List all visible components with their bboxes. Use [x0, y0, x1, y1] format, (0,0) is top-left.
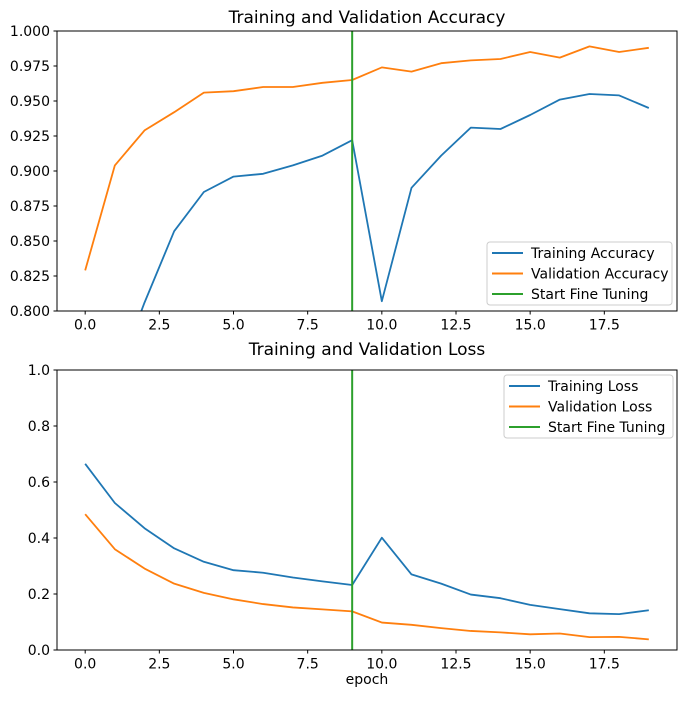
x-axis-label: epoch: [346, 672, 389, 688]
x-tick-label: 15.0: [515, 318, 546, 334]
plot-area: [84, 463, 649, 641]
loss-chart: 0.0 2.5 5.0 7.5 10.0 12.5 15.0 17.5 0.0 0.2 0.4 0.6…: [28, 340, 678, 688]
legend-label-start-fine-tuning: Start Fine Tuning: [531, 287, 648, 303]
y-tick-label: 0.4: [28, 531, 50, 547]
x-tick-label: 7.5: [297, 657, 319, 673]
x-tick-label: 10.0: [366, 657, 397, 673]
x-tick-label: 2.5: [148, 657, 170, 673]
chart-title: Training and Validation Accuracy: [228, 8, 506, 28]
legend-label-training-accuracy: Training Accuracy: [530, 246, 655, 262]
plot-area: [84, 45, 650, 311]
legend-label-start-fine-tuning: Start Fine Tuning: [548, 420, 665, 436]
accuracy-chart: 0.0 2.5 5.0 7.5 10.0 12.5 15.0 17.5 0.800 0.825 0.…: [10, 8, 678, 334]
y-tick-label: 0.6: [28, 475, 50, 491]
legend: Training Accuracy Validation Accuracy Star…: [486, 241, 673, 306]
y-tick-label: 0.900: [10, 164, 50, 180]
x-tick-label: 15.0: [515, 657, 546, 673]
x-tick-label: 5.0: [222, 657, 244, 673]
y-tick-label: 0.8: [28, 419, 50, 435]
y-tick-label: 1.000: [10, 24, 50, 40]
y-tick-label: 0.2: [28, 587, 50, 603]
legend-box: [503, 374, 674, 439]
validation-loss-line: [84, 513, 649, 641]
x-tick-label: 2.5: [148, 318, 170, 334]
y-tick-label: 0.950: [10, 94, 50, 110]
axes-spines: [56, 30, 678, 312]
x-tick-label: 0.0: [74, 318, 96, 334]
y-tick-label: 0.825: [10, 269, 50, 285]
x-tick-label: 12.5: [440, 657, 471, 673]
x-tick-label: 10.0: [366, 318, 397, 334]
x-tick-label: 7.5: [297, 318, 319, 334]
y-tick-label: 0.975: [10, 59, 50, 75]
validation-accuracy-line: [84, 45, 649, 271]
axes-spines: [56, 369, 678, 651]
training-loss-line: [84, 463, 649, 616]
legend-label-training-loss: Training Loss: [547, 379, 638, 395]
legend-label-validation-loss: Validation Loss: [548, 400, 652, 416]
y-tick-label: 1.0: [28, 363, 50, 379]
x-tick-label: 17.5: [589, 657, 620, 673]
legend-label-validation-accuracy: Validation Accuracy: [531, 267, 669, 283]
x-tick-label: 5.0: [222, 318, 244, 334]
x-tick-label: 17.5: [589, 318, 620, 334]
x-tick-label: 12.5: [440, 318, 471, 334]
y-tick-label: 0.850: [10, 234, 50, 250]
chart-title: Training and Validation Loss: [248, 340, 486, 360]
y-tick-label: 0.925: [10, 129, 50, 145]
y-tick-label: 0.0: [28, 643, 50, 659]
x-tick-label: 0.0: [74, 657, 96, 673]
y-tick-label: 0.800: [10, 304, 50, 320]
legend-box: [486, 241, 673, 306]
y-tick-label: 0.875: [10, 199, 50, 215]
training-accuracy-line: [140, 93, 650, 311]
legend: Training Loss Validation Loss Start Fine T…: [503, 374, 674, 439]
